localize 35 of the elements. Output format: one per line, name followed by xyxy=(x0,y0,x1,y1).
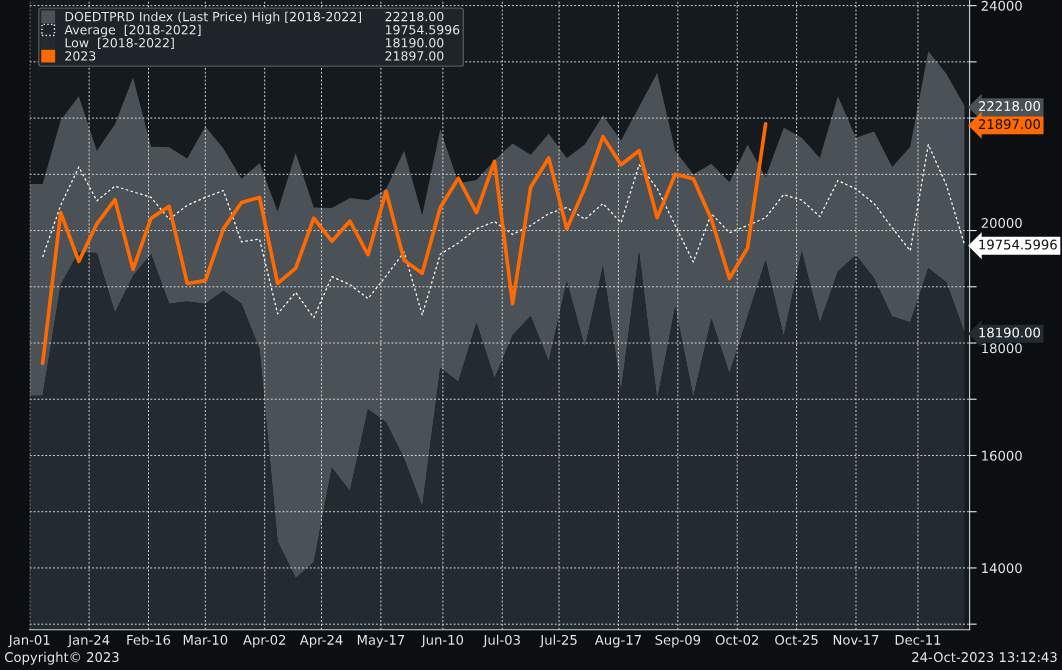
x-tick-label: Aug-17 xyxy=(594,635,641,648)
x-tick-label: Oct-02 xyxy=(715,634,759,645)
x-tick-label: Jun-10 xyxy=(421,634,464,648)
x-tick-label: Apr-02 xyxy=(243,634,286,648)
text: 22218.00 xyxy=(385,11,444,22)
text: Copyright© 2023 xyxy=(4,651,119,665)
x-tick-label: Jul-25 xyxy=(539,634,577,648)
y2-tick-label: 19754.5996 xyxy=(979,239,1057,250)
x-tick-label: Sep-09 xyxy=(655,634,701,648)
y2-tick-label: 21897.00 xyxy=(978,119,1041,130)
text: 19754.5996 xyxy=(385,24,460,35)
x-tick-label: Apr-24 xyxy=(299,634,343,648)
y-tick-label: 18000 xyxy=(982,343,1022,354)
x-tick-label: Feb-16 xyxy=(127,634,171,645)
x-tick-label: Nov-17 xyxy=(833,635,879,645)
y-tick-label: 14000 xyxy=(982,563,1022,574)
legend-label: Average [2018-2022] xyxy=(64,24,201,37)
y2-tick-label: 18190.00 xyxy=(979,327,1041,338)
legend-label: Low [2018-2022] xyxy=(65,37,174,49)
y-tick-label: 20000 xyxy=(981,218,1022,228)
text: 21897.00 xyxy=(385,51,444,61)
x-tick-label: Jul-03 xyxy=(482,634,520,648)
text: 24-Oct-2023 13:12:43 xyxy=(912,652,1057,663)
x-tick-label: Dec-11 xyxy=(895,635,941,645)
x-tick-label: May-17 xyxy=(357,635,405,648)
x-tick-label: Mar-10 xyxy=(183,634,228,645)
x-tick-label: Jan-24 xyxy=(67,634,110,648)
text: 18190.00 xyxy=(385,38,444,48)
legend-label: DOEDTPRD Index (Last Price) High [2018-2022] xyxy=(65,11,362,24)
x-tick-label: Oct-25 xyxy=(775,634,818,645)
y-tick-label: 24000 xyxy=(981,0,1022,11)
legend-label: 2023 xyxy=(65,51,96,61)
y-tick-label: 16000 xyxy=(982,450,1022,461)
y2-tick-label: 22218.00 xyxy=(978,101,1041,112)
x-tick-label: Jan-01 xyxy=(8,634,50,648)
